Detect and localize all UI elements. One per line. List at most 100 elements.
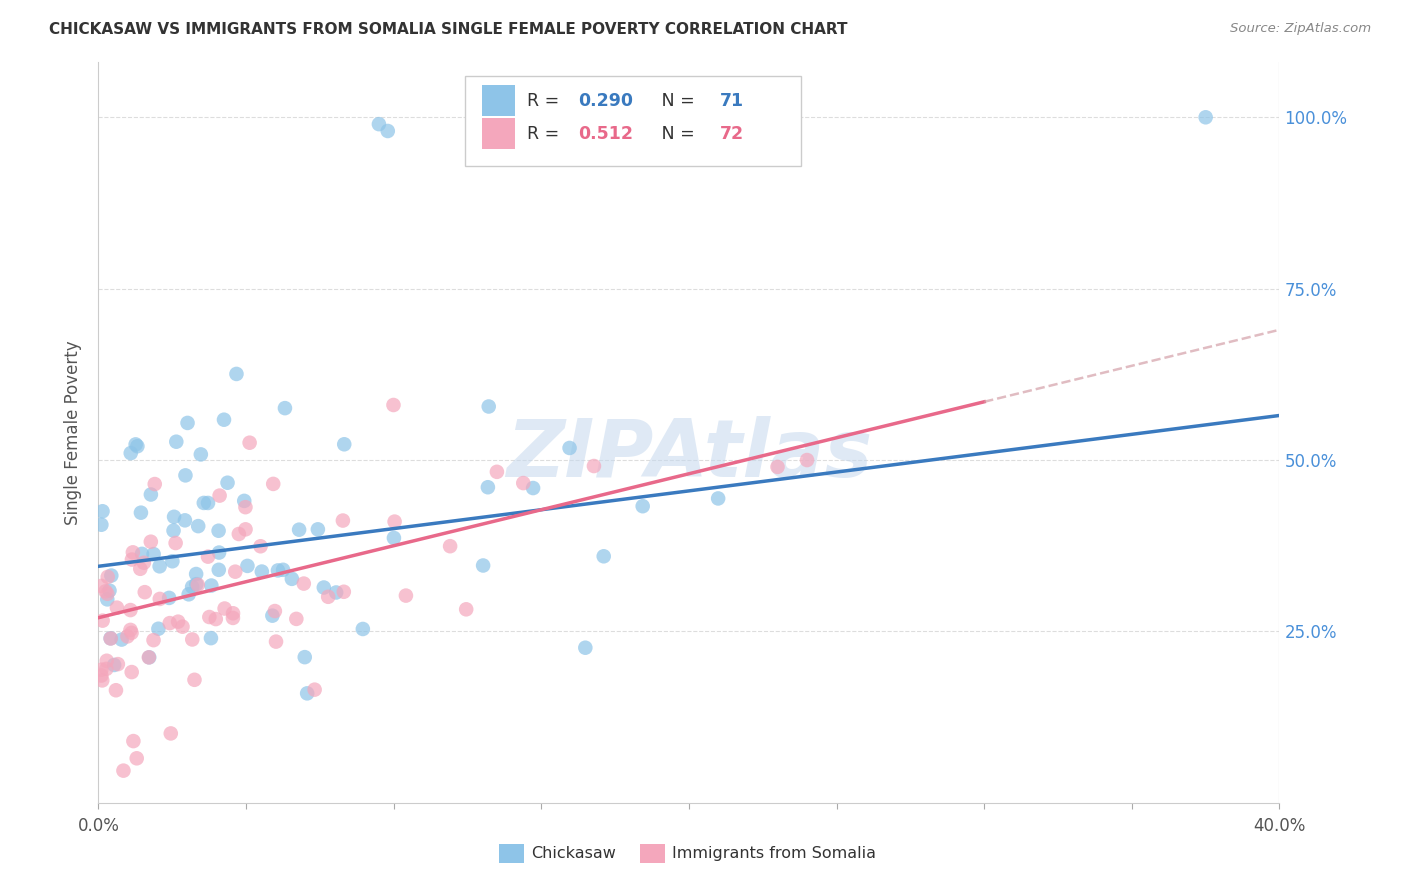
Point [333,437,356,451]
Point [333,584,356,599]
Point [121,665,143,679]
Point [208,545,231,559]
Point [295,686,318,700]
Point [222,611,245,625]
Point [285,612,308,626]
Point [120,603,142,617]
Point [159,726,181,740]
Point [122,734,145,748]
Text: R =: R = [527,92,565,110]
Point [262,476,284,491]
Point [148,622,170,636]
Point [181,580,204,594]
Text: 72: 72 [720,125,744,143]
Point [100,632,122,646]
Y-axis label: Single Female Poverty: Single Female Poverty [65,341,83,524]
Point [207,524,229,538]
Text: N =: N = [645,92,700,110]
Point [281,572,304,586]
Point [382,398,405,412]
Point [94,584,117,599]
Point [235,500,257,515]
Point [90,663,112,677]
Point [212,413,235,427]
Point [766,459,789,474]
Point [312,581,335,595]
Point [165,434,187,449]
Point [382,531,405,545]
Point [472,558,495,573]
Point [122,545,145,559]
Point [224,565,246,579]
Point [174,468,197,483]
Point [485,465,508,479]
Point [250,565,273,579]
Text: CHICKASAW VS IMMIGRANTS FROM SOMALIA SINGLE FEMALE POVERTY CORRELATION CHART: CHICKASAW VS IMMIGRANTS FROM SOMALIA SIN… [49,22,848,37]
Point [139,487,162,501]
Point [187,519,209,533]
Point [105,600,128,615]
Point [264,634,287,648]
Point [352,622,374,636]
Point [121,552,143,566]
Point [204,612,226,626]
Point [132,556,155,570]
Point [117,629,139,643]
Point [477,480,499,494]
Point [143,477,166,491]
Point [228,527,250,541]
Point [96,592,118,607]
Point [631,499,654,513]
Point [193,496,215,510]
Point [384,515,406,529]
Point [183,673,205,687]
Point [292,576,315,591]
Point [167,615,190,629]
Point [112,764,135,778]
Point [96,662,118,676]
Point [796,453,818,467]
Text: Source: ZipAtlas.com: Source: ZipAtlas.com [1230,22,1371,36]
Point [1195,110,1218,124]
Point [233,494,256,508]
Point [456,602,478,616]
Point [149,591,172,606]
Point [262,608,284,623]
FancyBboxPatch shape [482,118,516,149]
Point [165,536,187,550]
Point [332,514,354,528]
Point [142,633,165,648]
Point [129,506,152,520]
Point [96,587,118,601]
Point [121,625,143,640]
Point [162,554,184,568]
Point [190,447,212,461]
Point [172,620,194,634]
Text: 0.512: 0.512 [578,125,633,143]
Point [159,616,181,631]
Point [134,585,156,599]
Point [90,668,112,682]
Point [707,491,730,506]
Point [439,539,461,553]
Point [582,458,605,473]
Point [174,513,197,527]
Point [91,504,114,518]
Point [198,610,221,624]
Point [208,563,231,577]
Point [97,570,120,584]
Point [592,549,614,564]
Point [274,401,297,416]
Point [197,496,219,510]
Point [263,604,285,618]
Point [162,524,184,538]
Point [107,657,129,672]
Text: Chickasaw: Chickasaw [531,847,616,861]
Point [124,437,146,451]
Point [111,632,134,647]
Point [307,522,329,536]
Point [104,683,127,698]
Point [200,578,222,592]
Point [142,547,165,561]
FancyBboxPatch shape [482,86,516,117]
